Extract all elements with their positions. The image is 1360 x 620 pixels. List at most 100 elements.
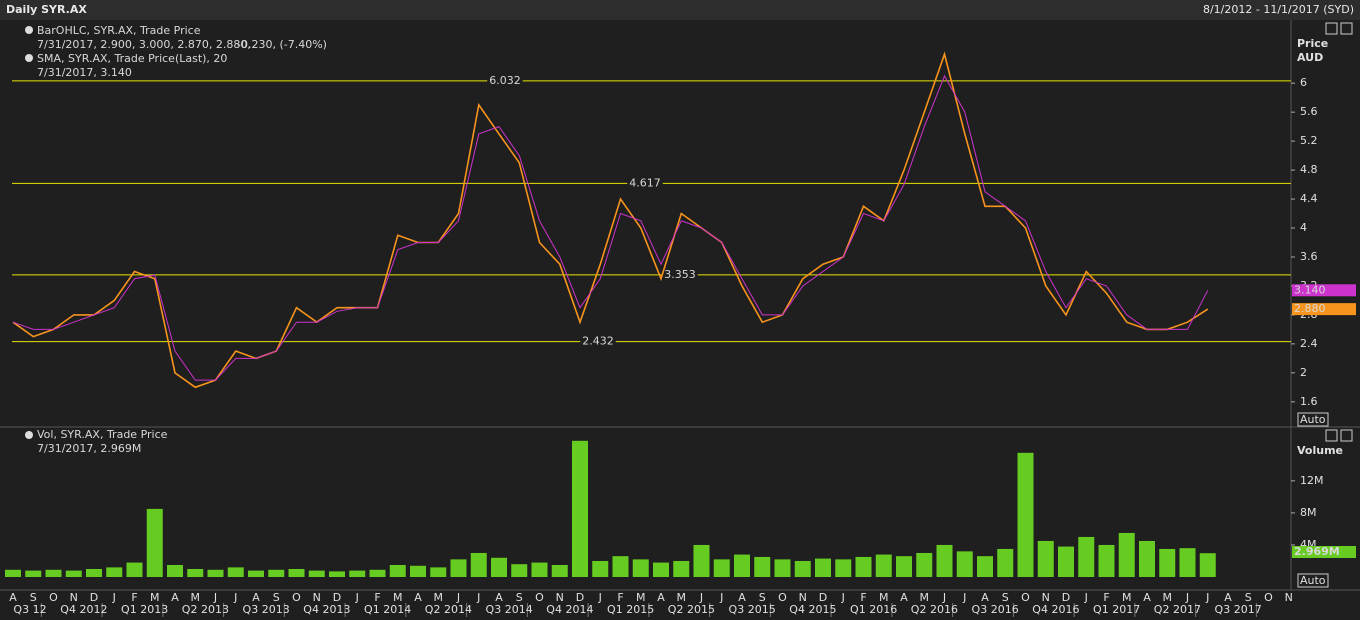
level-label: 2.432 <box>582 335 614 348</box>
volume-bar <box>349 570 366 577</box>
month-label: J <box>112 591 116 604</box>
quarter-label: Q3 2017 <box>1215 603 1262 616</box>
level-label-bg <box>580 334 616 348</box>
month-label: J <box>719 591 723 604</box>
volume-bar <box>248 570 264 577</box>
month-label: J <box>598 591 602 604</box>
quarter-label: Q1 2014 <box>364 603 411 616</box>
volume-bar <box>855 556 872 577</box>
y-tick-label: 1.6 <box>1300 395 1318 408</box>
volume-bar <box>511 564 528 577</box>
quarter-label: Q3 2014 <box>486 603 533 616</box>
volume-bar <box>369 569 386 577</box>
month-label: A <box>900 591 908 604</box>
close-button[interactable] <box>1340 429 1353 442</box>
volume-bar <box>653 562 669 577</box>
maximize-button[interactable] <box>1325 429 1338 442</box>
volume-bar <box>288 568 305 577</box>
axis-title: Price <box>1297 37 1328 50</box>
quarter-label: Q1 2016 <box>850 603 897 616</box>
month-label: F <box>374 591 380 604</box>
volume-bar <box>450 559 467 577</box>
month-label: M <box>191 591 201 604</box>
auto-button[interactable] <box>1297 573 1329 588</box>
volume-bar <box>1058 546 1074 577</box>
legend-detail: 7/31/2017, 2.900, 3.000, 2.870, 2.880, <box>37 38 251 51</box>
volume-bar <box>1199 553 1216 577</box>
y-tick-label: 8M <box>1300 506 1317 519</box>
volume-bar <box>551 564 568 577</box>
pane-buttons[interactable] <box>1325 22 1353 442</box>
last-value-label: 2.969M <box>1294 545 1340 558</box>
month-label: O <box>1021 591 1030 604</box>
axis-title: Volume <box>1297 444 1343 457</box>
volume-bar <box>673 560 690 577</box>
y-tick-label: 4 <box>1300 221 1307 234</box>
quarter-label: Q4 2013 <box>303 603 350 616</box>
volume-bar <box>207 569 224 577</box>
month-label: J <box>456 591 460 604</box>
volume-bar <box>592 560 609 577</box>
volume-bar <box>713 559 730 577</box>
month-label: J <box>233 591 237 604</box>
month-label: J <box>962 591 966 604</box>
legend-entry: SMA, SYR.AX, Trade Price(Last), 20 <box>37 52 227 65</box>
quarter-label: Q4 2016 <box>1032 603 1079 616</box>
volume-bar <box>268 569 285 577</box>
sma-line <box>12 74 1209 381</box>
legend-entry: BarOHLC, SYR.AX, Trade Price <box>37 24 201 37</box>
month-label: F <box>131 591 137 604</box>
volume-bar <box>693 544 710 577</box>
month-label: O <box>292 591 301 604</box>
month-label: J <box>213 591 217 604</box>
month-label: O <box>1264 591 1273 604</box>
month-label: N <box>70 591 78 604</box>
legend-icon[interactable] <box>25 431 33 439</box>
volume-bar <box>1078 536 1095 577</box>
month-label: A <box>1143 591 1151 604</box>
volume-bar <box>1179 548 1196 577</box>
y-tick-label: 3.6 <box>1300 250 1318 263</box>
month-label: N <box>1285 591 1293 604</box>
volume-bar <box>106 567 123 577</box>
chart-bg <box>0 20 1360 620</box>
y-tick-label: 6 <box>1300 76 1307 89</box>
quarter-label: Q1 2017 <box>1093 603 1140 616</box>
volume-bar <box>1139 540 1155 577</box>
price-line <box>12 51 1209 389</box>
month-label: M <box>920 591 930 604</box>
month-label: F <box>860 591 866 604</box>
month-label: S <box>273 591 280 604</box>
month-label: J <box>942 591 946 604</box>
y-tick-label: 2.4 <box>1300 337 1318 350</box>
y-tick-label: 4.4 <box>1300 192 1318 205</box>
maximize-button[interactable] <box>1325 22 1338 35</box>
month-label: A <box>414 591 422 604</box>
quarter-label: Q2 2013 <box>182 603 229 616</box>
month-label: J <box>1084 591 1088 604</box>
month-label: A <box>495 591 503 604</box>
volume-bar <box>572 440 588 577</box>
month-label: J <box>1185 591 1189 604</box>
month-label: O <box>778 591 787 604</box>
month-label: S <box>759 591 766 604</box>
volume-bar <box>45 569 62 577</box>
legend-icon[interactable] <box>25 54 33 62</box>
month-label: D <box>333 591 341 604</box>
axis-unit: AUD <box>1297 51 1323 64</box>
volume-bar <box>632 559 649 577</box>
month-label: M <box>434 591 444 604</box>
month-label: A <box>9 591 17 604</box>
month-label: O <box>49 591 58 604</box>
last-value-badge <box>1292 303 1356 316</box>
legend-icon[interactable] <box>25 26 33 34</box>
close-button[interactable] <box>1340 22 1353 35</box>
auto-button[interactable] <box>1297 412 1329 427</box>
month-label: D <box>576 591 584 604</box>
last-value-label: 2.880 <box>1294 302 1326 315</box>
volume-bar <box>531 562 548 577</box>
quarter-label: Q3 2016 <box>972 603 1019 616</box>
volume-bar <box>187 568 204 577</box>
legend-entry: Vol, SYR.AX, Trade Price <box>37 428 168 441</box>
volume-bar <box>734 554 750 577</box>
